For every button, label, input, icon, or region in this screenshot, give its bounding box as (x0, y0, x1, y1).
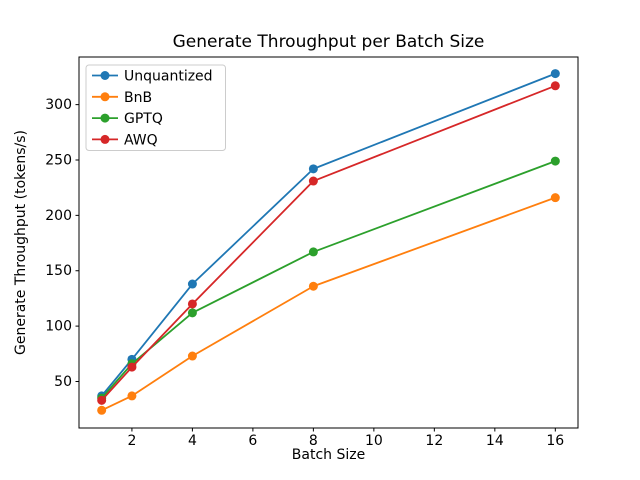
y-axis-label: Generate Throughput (tokens/s) (13, 130, 29, 355)
x-tick-label: 14 (486, 433, 504, 449)
data-point-awq (550, 81, 560, 91)
data-point-unquantized (308, 164, 318, 174)
data-point-bnb (127, 391, 137, 401)
y-tick-label: 150 (45, 263, 72, 279)
x-tick-label: 12 (425, 433, 443, 449)
x-tick-label: 6 (248, 433, 257, 449)
legend-label-awq: AWQ (124, 132, 158, 148)
data-point-awq (308, 176, 318, 186)
y-tick-label: 250 (45, 152, 72, 168)
data-point-gptq (308, 247, 318, 257)
chart-title: Generate Throughput per Batch Size (173, 32, 485, 52)
legend-label-gptq: GPTQ (124, 111, 163, 127)
data-point-unquantized (187, 279, 197, 289)
data-point-bnb (97, 405, 107, 415)
legend-marker (100, 113, 110, 123)
plot-area: 2 4 6 8 10 12 14 16 50 100 150 200 250 300 Unquantized… (45, 56, 579, 449)
x-tick-label: 4 (188, 433, 197, 449)
x-tick-label: 10 (365, 433, 383, 449)
data-point-gptq (187, 308, 197, 318)
data-point-bnb (550, 193, 560, 203)
x-tick-label: 8 (309, 433, 318, 449)
data-point-unquantized (550, 69, 560, 79)
y-tick-label: 200 (45, 208, 72, 224)
data-point-bnb (187, 351, 197, 361)
y-tick-label: 100 (45, 319, 72, 335)
y-tick-label: 50 (54, 374, 72, 390)
data-point-awq (187, 299, 197, 309)
legend-marker (100, 92, 110, 102)
y-tick-label: 300 (45, 97, 72, 113)
data-point-awq (127, 362, 137, 372)
legend-marker (100, 71, 110, 80)
legend-marker (100, 134, 110, 144)
data-point-awq (97, 395, 107, 405)
data-point-gptq (550, 156, 560, 166)
x-axis-label: Batch Size (292, 447, 365, 463)
axes-border (78, 56, 579, 429)
x-tick-label: 2 (127, 433, 136, 449)
legend-box (85, 64, 226, 151)
legend-label-bnb: BnB (124, 90, 152, 106)
legend-label-unquantized: Unquantized (124, 69, 213, 85)
data-point-bnb (308, 281, 318, 291)
x-tick-label: 16 (546, 433, 564, 449)
